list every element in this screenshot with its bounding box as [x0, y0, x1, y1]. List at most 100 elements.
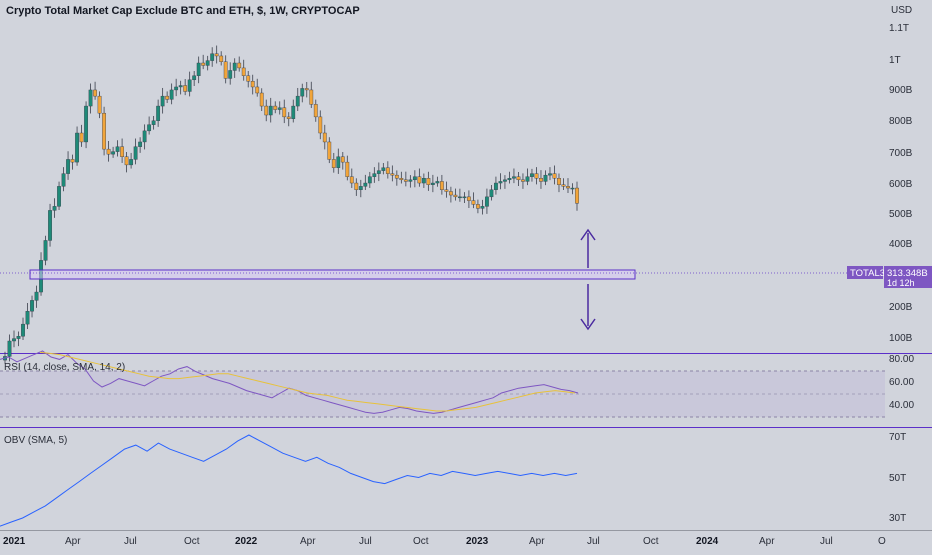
price-axis[interactable]: 1.1T 1T 900B 800B 700B 600B 500B 400B 20…: [889, 23, 913, 344]
candle-body[interactable]: [61, 173, 66, 187]
candle-body[interactable]: [512, 176, 516, 179]
candle-body[interactable]: [385, 167, 390, 174]
candle-body[interactable]: [57, 186, 61, 207]
candle-body[interactable]: [147, 124, 152, 132]
candle-body[interactable]: [530, 173, 534, 177]
candle-body[interactable]: [241, 67, 246, 76]
candle-body[interactable]: [183, 85, 188, 92]
obv-line[interactable]: [0, 434, 578, 527]
candle-body[interactable]: [286, 116, 291, 119]
candle-body[interactable]: [115, 146, 120, 152]
candle-body[interactable]: [498, 181, 503, 184]
candle-body[interactable]: [363, 182, 368, 187]
candle-body[interactable]: [367, 176, 372, 184]
candle-body[interactable]: [187, 79, 192, 92]
candle-body[interactable]: [246, 75, 251, 82]
candle-body[interactable]: [327, 141, 332, 160]
candle-body[interactable]: [534, 173, 539, 179]
candle-body[interactable]: [160, 95, 165, 107]
candle-body[interactable]: [539, 178, 543, 182]
candle-body[interactable]: [30, 300, 34, 312]
candle-body[interactable]: [485, 196, 489, 207]
candle-body[interactable]: [566, 186, 570, 189]
candle-body[interactable]: [489, 189, 494, 198]
candle-body[interactable]: [390, 173, 395, 176]
candle-body[interactable]: [142, 130, 147, 143]
rsi-sma-line[interactable]: [39, 351, 576, 412]
time-axis[interactable]: 2021 Apr Jul Oct 2022 Apr Jul Oct 2023 Apr Jul Oct 2…: [3, 536, 886, 547]
candle-body[interactable]: [372, 173, 377, 177]
candle-body[interactable]: [444, 189, 449, 192]
candle-body[interactable]: [273, 105, 278, 110]
candle-body[interactable]: [70, 159, 75, 163]
candle-body[interactable]: [268, 105, 273, 116]
candle-body[interactable]: [223, 61, 228, 79]
candle-body[interactable]: [12, 338, 16, 342]
candle-body[interactable]: [43, 240, 48, 261]
candle-body[interactable]: [169, 89, 174, 100]
candle-body[interactable]: [349, 176, 354, 184]
candle-body[interactable]: [331, 159, 336, 168]
candle-body[interactable]: [129, 159, 134, 166]
candle-body[interactable]: [196, 62, 201, 76]
candle-body[interactable]: [503, 179, 507, 182]
candle-body[interactable]: [467, 196, 471, 201]
candle-body[interactable]: [426, 178, 431, 185]
candle-body[interactable]: [448, 191, 453, 196]
candle-body[interactable]: [250, 81, 255, 88]
candle-body[interactable]: [543, 174, 548, 182]
candle-body[interactable]: [309, 89, 314, 105]
candle-body[interactable]: [345, 161, 350, 177]
candle-body[interactable]: [381, 167, 386, 171]
obv-label[interactable]: OBV (SMA, 5): [4, 435, 67, 446]
candle-body[interactable]: [462, 196, 467, 199]
candle-body[interactable]: [525, 176, 530, 182]
candle-body[interactable]: [494, 182, 498, 190]
candle-body[interactable]: [52, 206, 57, 211]
candle-body[interactable]: [16, 336, 21, 339]
candle-body[interactable]: [557, 178, 561, 185]
candle-body[interactable]: [575, 187, 579, 204]
candle-body[interactable]: [120, 146, 125, 157]
candle-body[interactable]: [471, 200, 476, 205]
candle-body[interactable]: [453, 194, 458, 198]
candle-body[interactable]: [232, 62, 237, 71]
candle-body[interactable]: [201, 62, 206, 66]
candle-body[interactable]: [457, 196, 462, 199]
candle-body[interactable]: [255, 86, 260, 94]
candle-body[interactable]: [570, 187, 575, 190]
candle-body[interactable]: [507, 178, 512, 181]
candle-body[interactable]: [318, 116, 323, 134]
candle-body[interactable]: [205, 60, 210, 66]
candle-body[interactable]: [435, 181, 440, 184]
candle-body[interactable]: [336, 156, 341, 168]
candle-body[interactable]: [88, 89, 93, 107]
candle-body[interactable]: [561, 184, 566, 187]
rsi-label[interactable]: RSI (14, close, SMA, 14, 2): [4, 362, 125, 373]
candle-body[interactable]: [151, 120, 156, 125]
candle-body[interactable]: [106, 148, 111, 155]
candle-body[interactable]: [66, 159, 70, 174]
candle-body[interactable]: [210, 53, 215, 61]
candle-body[interactable]: [399, 178, 404, 181]
candle-body[interactable]: [228, 70, 233, 79]
candle-body[interactable]: [417, 176, 422, 184]
candle-body[interactable]: [403, 179, 408, 182]
candle-body[interactable]: [79, 132, 84, 143]
candle-body[interactable]: [97, 95, 102, 114]
candle-body[interactable]: [25, 310, 30, 325]
candle-body[interactable]: [313, 104, 318, 118]
candle-body[interactable]: [300, 88, 305, 97]
candle-body[interactable]: [548, 173, 552, 176]
candle-body[interactable]: [178, 85, 183, 88]
candle-body[interactable]: [264, 105, 269, 116]
candle-body[interactable]: [165, 95, 170, 100]
candle-body[interactable]: [214, 53, 219, 57]
candle-body[interactable]: [516, 176, 521, 181]
candle-body[interactable]: [521, 179, 525, 182]
candle-body[interactable]: [439, 181, 444, 190]
support-zone-rect[interactable]: [29, 269, 636, 280]
candle-body[interactable]: [322, 132, 327, 143]
candle-body[interactable]: [552, 173, 557, 179]
